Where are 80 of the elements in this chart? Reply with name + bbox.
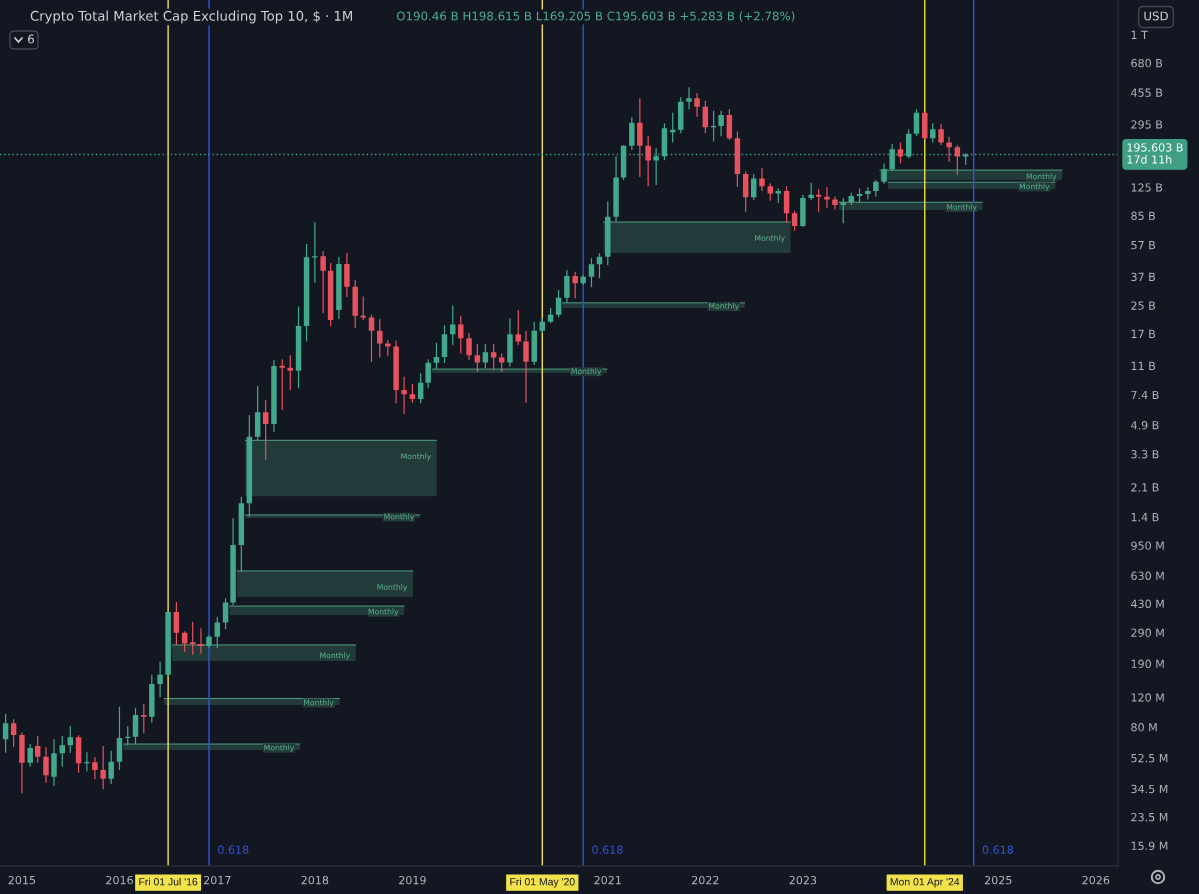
y-tick-label: 37 B bbox=[1131, 272, 1156, 282]
y-tick-label: 52.5 M bbox=[1131, 753, 1168, 763]
ref-line-label: 0.618 bbox=[982, 845, 1014, 854]
y-tick-label: 7.4 B bbox=[1131, 390, 1159, 399]
candlestick bbox=[832, 196, 838, 210]
y-tick-label: 120 M bbox=[1131, 693, 1164, 702]
candlestick bbox=[938, 124, 944, 146]
ref-line-label: Mon 01 Apr '24 bbox=[890, 878, 960, 888]
y-tick-label: 430 M bbox=[1131, 599, 1164, 609]
candlestick bbox=[393, 340, 399, 404]
candlestick bbox=[629, 117, 635, 150]
candlestick bbox=[466, 332, 472, 360]
candlestick bbox=[824, 187, 830, 209]
y-tick-label: 630 M bbox=[1131, 571, 1164, 580]
ref-line-label: 195.603 B 17d 11h bbox=[1127, 143, 1183, 164]
y-tick-label: 11 B bbox=[1131, 361, 1156, 370]
candlestick bbox=[336, 256, 342, 319]
y-tick-label: 290 M bbox=[1131, 628, 1164, 637]
candlestick bbox=[344, 252, 350, 298]
annotation: 6 bbox=[28, 34, 35, 44]
candlestick bbox=[686, 87, 692, 110]
candlestick bbox=[425, 359, 431, 389]
text: O190.46 B H198.615 B L169.205 B C195.603 B +5.283 B (+2.78%) bbox=[396, 11, 795, 22]
y-tick-label: 23.5 M bbox=[1131, 812, 1168, 822]
candlestick bbox=[206, 635, 212, 648]
y-tick-label: 455 B bbox=[1131, 88, 1163, 97]
candlestick bbox=[165, 611, 171, 677]
candlestick bbox=[43, 747, 49, 783]
x-tick-label: 2022 bbox=[692, 875, 719, 885]
candlestick bbox=[881, 163, 887, 184]
ref-line-label: Fri 01 Jul '16 bbox=[139, 877, 198, 886]
text: USD bbox=[1144, 11, 1168, 21]
candlestick bbox=[19, 732, 25, 794]
candlestick bbox=[51, 739, 57, 787]
x-tick-label: 2025 bbox=[984, 875, 1012, 885]
y-tick-label: 950 M bbox=[1131, 541, 1164, 550]
x-tick-label: 2019 bbox=[399, 875, 426, 885]
candlestick bbox=[230, 518, 236, 606]
candlestick bbox=[507, 318, 513, 367]
x-tick-label: 2021 bbox=[594, 875, 621, 885]
y-tick-label: 1.4 B bbox=[1131, 513, 1159, 522]
ref-line-label: 0.618 bbox=[218, 845, 249, 854]
x-tick-label: 2017 bbox=[203, 875, 231, 885]
y-tick-label: 190 M bbox=[1131, 659, 1164, 668]
y-tick-label: 295 B bbox=[1131, 120, 1163, 129]
y-tick-label: 57 B bbox=[1131, 241, 1156, 250]
y-tick-label: 4.9 B bbox=[1131, 421, 1159, 430]
x-tick-label: 2023 bbox=[789, 875, 817, 885]
ref-line-label: Fri 01 May '20 bbox=[510, 877, 575, 888]
y-tick-label: 17 B bbox=[1131, 329, 1156, 338]
y-tick-label: 85 B bbox=[1131, 211, 1156, 220]
x-tick-label: 2016 bbox=[106, 875, 133, 885]
candlestick bbox=[92, 757, 98, 780]
candlestick bbox=[759, 168, 765, 191]
x-tick-label: 2018 bbox=[301, 875, 329, 885]
candlestick bbox=[800, 194, 806, 227]
candlestick bbox=[694, 93, 700, 117]
y-tick-label: 680 B bbox=[1131, 58, 1163, 68]
ref-line-label: 0.618 bbox=[592, 845, 623, 854]
y-tick-label: 25 B bbox=[1131, 301, 1156, 310]
y-tick-label: 3.3 B bbox=[1131, 450, 1159, 459]
text: Crypto Total Market Cap Excluding Top 10, $ · 1M bbox=[30, 10, 352, 24]
candlestick bbox=[149, 674, 155, 723]
y-tick-label: 15.9 M bbox=[1131, 841, 1168, 851]
candlestick bbox=[320, 251, 326, 314]
candlestick bbox=[946, 136, 952, 162]
y-tick-label: 80 M bbox=[1131, 723, 1157, 732]
candlestick bbox=[564, 270, 570, 303]
candlestick bbox=[523, 330, 529, 403]
candlestick bbox=[27, 744, 33, 767]
candlestick bbox=[157, 661, 163, 698]
y-tick-label: 125 B bbox=[1131, 183, 1163, 192]
y-tick-label: 1 T bbox=[1131, 30, 1148, 39]
candlestick bbox=[271, 359, 277, 432]
x-tick-label: 2026 bbox=[1082, 875, 1110, 885]
x-tick-label: 2015 bbox=[8, 875, 36, 885]
candlestick bbox=[198, 628, 204, 654]
y-tick-label: 2.1 B bbox=[1131, 483, 1159, 492]
candlestick bbox=[613, 156, 619, 222]
y-tick-label: 34.5 M bbox=[1131, 784, 1168, 794]
